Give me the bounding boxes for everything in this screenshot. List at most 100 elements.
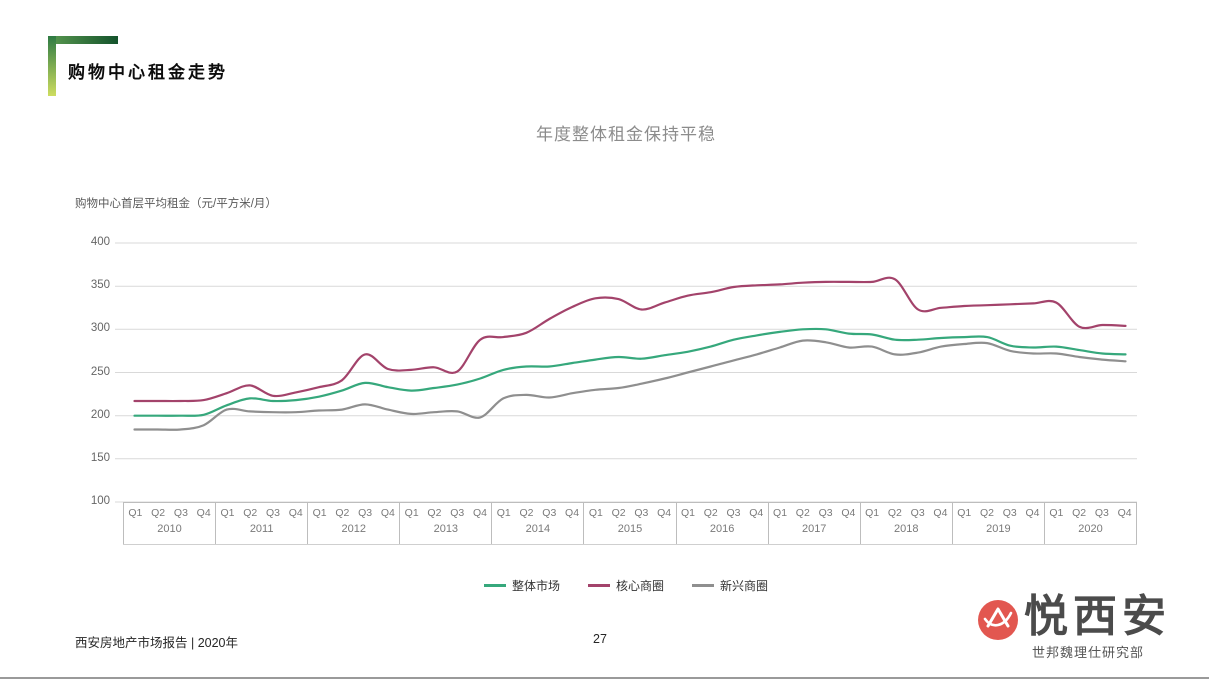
quarter-label-row: Q1 Q2 Q3 Q4 bbox=[308, 503, 399, 519]
x-tick-quarter-label: Q2 bbox=[795, 507, 810, 519]
y-tick-label: 150 bbox=[90, 451, 110, 464]
x-axis-year-group: Q1 Q2 Q3 Q4 2013 bbox=[399, 503, 491, 544]
x-tick-quarter-label: Q1 bbox=[220, 507, 235, 519]
x-tick-quarter-label: Q4 bbox=[196, 507, 211, 519]
x-tick-quarter-label: Q1 bbox=[128, 507, 143, 519]
x-tick-quarter-label: Q1 bbox=[588, 507, 603, 519]
x-tick-quarter-label: Q2 bbox=[243, 507, 258, 519]
x-tick-year-label: 2018 bbox=[894, 523, 919, 535]
x-tick-year-label: 2010 bbox=[157, 523, 182, 535]
x-axis-year-group: Q1 Q2 Q3 Q4 2012 bbox=[307, 503, 399, 544]
quarter-label-row: Q1 Q2 Q3 Q4 bbox=[124, 503, 215, 519]
x-tick-quarter-label: Q1 bbox=[680, 507, 695, 519]
x-tick-quarter-label: Q4 bbox=[841, 507, 856, 519]
x-tick-year-label: 2015 bbox=[617, 523, 643, 535]
x-tick-quarter-label: Q1 bbox=[312, 507, 327, 519]
y-tick-label: 400 bbox=[90, 236, 110, 248]
x-tick-quarter-label: Q3 bbox=[726, 507, 741, 519]
x-tick-quarter-label: Q2 bbox=[887, 507, 902, 519]
x-tick-quarter-label: Q1 bbox=[773, 507, 788, 519]
y-tick-label: 100 bbox=[90, 495, 110, 507]
x-tick-quarter-label: Q1 bbox=[865, 507, 880, 519]
bracket-vertical-bar bbox=[48, 36, 56, 96]
x-tick-year-label: 2014 bbox=[525, 523, 551, 535]
x-tick-quarter-label: Q4 bbox=[1117, 507, 1132, 519]
x-tick-quarter-label: Q2 bbox=[1072, 507, 1087, 519]
x-axis-year-group: Q1 Q2 Q3 Q4 2011 bbox=[215, 503, 307, 544]
legend-item: 新兴商圈 bbox=[692, 577, 768, 594]
legend-item: 整体市场 bbox=[483, 577, 560, 594]
footer-report-label: 西安房地产市场报告 | 2020年 bbox=[75, 636, 239, 650]
x-tick-quarter-label: Q4 bbox=[565, 507, 580, 519]
x-tick-quarter-label: Q2 bbox=[611, 507, 626, 519]
x-tick-quarter-label: Q2 bbox=[335, 507, 350, 519]
x-axis-year-group: Q1 Q2 Q3 Q4 2017 bbox=[767, 503, 860, 544]
x-tick-year-label: 2013 bbox=[433, 523, 459, 535]
yuexian-logo: 悦西安 世邦魏理仕研究部 bbox=[976, 594, 1208, 664]
x-tick-quarter-label: Q1 bbox=[496, 507, 511, 519]
x-tick-year-label: 2019 bbox=[986, 523, 1011, 535]
quarter-label-row: Q1 Q2 Q3 Q4 bbox=[677, 503, 768, 519]
x-tick-quarter-label: Q3 bbox=[634, 507, 649, 519]
x-tick-quarter-label: Q4 bbox=[1025, 507, 1040, 519]
x-tick-quarter-label: Q4 bbox=[657, 507, 672, 519]
x-tick-quarter-label: Q2 bbox=[703, 507, 718, 519]
x-axis-year-group: Q1 Q2 Q3 Q4 2016 bbox=[675, 503, 768, 544]
mountain-logo-icon bbox=[978, 600, 1018, 640]
x-tick-year-label: 2017 bbox=[801, 523, 827, 535]
y-axis-unit-label: 购物中心首层平均租金（元/平方米/月） bbox=[75, 198, 277, 210]
y-tick-label: 300 bbox=[90, 322, 110, 335]
x-tick-quarter-label: Q1 bbox=[404, 507, 419, 519]
x-axis-year-group: Q1 Q2 Q3 Q4 2018 bbox=[859, 503, 952, 544]
x-tick-quarter-label: Q3 bbox=[358, 507, 373, 519]
quarter-label-row: Q1 Q2 Q3 Q4 bbox=[1045, 503, 1136, 519]
x-tick-quarter-label: Q3 bbox=[542, 507, 557, 519]
logo-brand-text: 悦西安 bbox=[1024, 592, 1171, 641]
x-axis-year-group: Q1 Q2 Q3 Q4 2019 bbox=[951, 503, 1044, 544]
legend-line-swatch bbox=[483, 584, 506, 587]
page-title: 购物中心租金走势 bbox=[68, 63, 228, 82]
series-line-2 bbox=[133, 339, 1127, 431]
y-tick-label: 250 bbox=[90, 365, 110, 378]
x-tick-quarter-label: Q3 bbox=[1002, 507, 1017, 519]
x-tick-quarter-label: Q3 bbox=[818, 507, 833, 519]
x-tick-year-label: 2011 bbox=[249, 523, 274, 535]
chart-legend: 整体市场 核心商圈 新兴商圈 bbox=[115, 577, 1137, 594]
x-tick-year-label: 2012 bbox=[341, 523, 366, 535]
x-tick-year-label: 2016 bbox=[709, 523, 735, 535]
quarter-label-row: Q1 Q2 Q3 Q4 bbox=[769, 503, 860, 519]
x-tick-quarter-label: Q2 bbox=[427, 507, 442, 519]
logo-subtext: 世邦魏理仕研究部 bbox=[1032, 645, 1145, 660]
y-tick-label: 200 bbox=[90, 408, 110, 421]
bracket-horizontal-bar bbox=[48, 36, 118, 44]
series-line-0 bbox=[133, 327, 1127, 417]
x-tick-quarter-label: Q4 bbox=[380, 507, 395, 519]
x-tick-quarter-label: Q2 bbox=[979, 507, 994, 519]
x-tick-quarter-label: Q4 bbox=[288, 507, 303, 519]
x-tick-quarter-label: Q4 bbox=[749, 507, 764, 519]
series-line-1 bbox=[133, 276, 1127, 403]
x-tick-quarter-label: Q3 bbox=[266, 507, 281, 519]
legend-line-swatch bbox=[587, 584, 610, 587]
y-tick-label: 350 bbox=[90, 279, 110, 292]
legend-label: 新兴商圈 bbox=[720, 579, 769, 593]
x-axis-year-group: Q1 Q2 Q3 Q4 2015 bbox=[583, 503, 675, 544]
x-tick-quarter-label: Q2 bbox=[519, 507, 534, 519]
legend-label: 整体市场 bbox=[511, 579, 560, 593]
quarter-label-row: Q1 Q2 Q3 Q4 bbox=[953, 503, 1044, 519]
chart-title: 年度整体租金保持平稳 bbox=[536, 125, 716, 144]
x-tick-quarter-label: Q4 bbox=[933, 507, 948, 519]
quarter-label-row: Q1 Q2 Q3 Q4 bbox=[584, 503, 675, 519]
x-tick-quarter-label: Q3 bbox=[173, 507, 188, 519]
x-axis-year-table: Q1 Q2 Q3 Q4 2010 Q1 Q2 Q3 Q4 2011 Q1 Q2 Q3 Q4 2012 Q1 Q2… bbox=[123, 502, 1138, 545]
x-tick-quarter-label: Q1 bbox=[1049, 507, 1064, 519]
x-axis-year-group: Q1 Q2 Q3 Q4 2014 bbox=[491, 503, 583, 544]
x-axis-year-group: Q1 Q2 Q3 Q4 2010 bbox=[123, 503, 215, 544]
x-tick-quarter-label: Q3 bbox=[450, 507, 465, 519]
x-axis-year-group: Q1 Q2 Q3 Q4 2020 bbox=[1043, 503, 1138, 544]
legend-item: 核心商圈 bbox=[587, 577, 664, 594]
quarter-label-row: Q1 Q2 Q3 Q4 bbox=[861, 503, 952, 519]
quarter-label-row: Q1 Q2 Q3 Q4 bbox=[400, 503, 491, 519]
